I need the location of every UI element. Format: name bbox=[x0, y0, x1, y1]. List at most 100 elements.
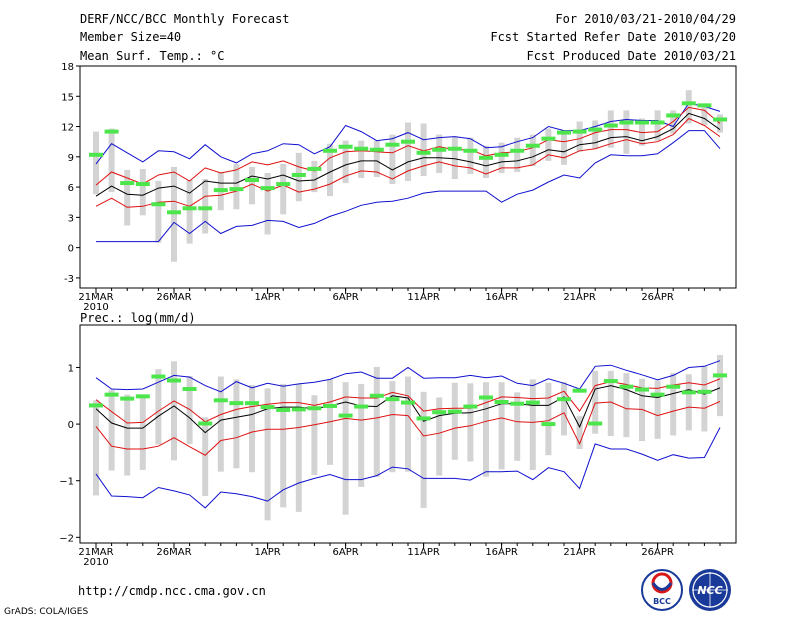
temp-marker bbox=[510, 148, 525, 153]
temp-spread-box bbox=[389, 134, 396, 185]
temp-spread-box bbox=[171, 166, 177, 262]
temp-marker bbox=[447, 146, 462, 151]
prec-spread-box bbox=[670, 373, 677, 436]
temp-y-tick-label: -3 bbox=[64, 274, 74, 285]
temp-x-tick-label: 1APR bbox=[255, 292, 281, 303]
temp-line-max bbox=[95, 102, 721, 165]
prec-spread-box bbox=[342, 382, 349, 515]
prec-spread-box bbox=[498, 382, 505, 470]
prec-marker bbox=[182, 386, 197, 391]
temp-spread-box bbox=[514, 137, 521, 172]
temp-x-year-label: 2010 bbox=[83, 302, 108, 313]
prec-x-tick-label: 26APR bbox=[641, 547, 674, 558]
prec-marker bbox=[323, 403, 337, 408]
temp-spread-box bbox=[249, 166, 255, 205]
prec-marker bbox=[369, 393, 384, 398]
source-url[interactable]: http://cmdp.ncc.cma.gov.cn bbox=[78, 584, 266, 598]
temp-y-tick-label: 12 bbox=[61, 123, 74, 134]
temp-marker bbox=[713, 117, 727, 122]
ncc-logo: NCC bbox=[689, 569, 731, 611]
temp-marker bbox=[401, 139, 415, 144]
temp-marker bbox=[323, 148, 337, 153]
prec-y-tick-label: 1 bbox=[68, 363, 74, 374]
prec-x-tick-label: 16APR bbox=[485, 547, 518, 558]
prec-marker bbox=[307, 406, 322, 411]
prec-spread-box bbox=[561, 382, 567, 436]
prec-spread-box bbox=[139, 394, 146, 470]
prec-marker bbox=[213, 398, 228, 403]
temp-spread-box bbox=[93, 131, 99, 195]
temp-marker bbox=[354, 146, 369, 151]
prec-spread-box bbox=[155, 369, 162, 445]
prec-spread-box bbox=[171, 361, 177, 461]
prec-marker bbox=[463, 404, 478, 409]
temp-y-tick-label: 3 bbox=[68, 213, 74, 224]
temp-spread-box bbox=[186, 180, 193, 244]
prec-marker bbox=[291, 407, 306, 412]
temp-marker bbox=[416, 150, 431, 155]
temp-y-tick-label: 9 bbox=[68, 153, 74, 164]
prec-spread-box bbox=[467, 383, 474, 462]
temp-y-tick-label: 6 bbox=[68, 183, 74, 194]
temp-x-tick-label: 21APR bbox=[563, 292, 596, 303]
prec-spread-box bbox=[529, 379, 536, 470]
member-size-label: Member Size=40 bbox=[80, 30, 181, 44]
prec-line-mean bbox=[95, 385, 721, 434]
prec-x-tick-label: 11APR bbox=[407, 547, 440, 558]
temp-x-tick-label: 11APR bbox=[407, 292, 440, 303]
prec-spread-box bbox=[451, 382, 458, 460]
prec-spread-box bbox=[420, 391, 427, 508]
temp-marker bbox=[681, 101, 696, 106]
prec-marker bbox=[338, 413, 353, 418]
prec-spread-box bbox=[373, 366, 380, 477]
prec-spread-box bbox=[436, 397, 443, 476]
grads-credit: GrADS: COLA/IGES bbox=[4, 607, 88, 617]
temp-marker bbox=[245, 178, 259, 183]
temp-spread-box bbox=[623, 110, 630, 154]
temp-spread-box bbox=[561, 130, 567, 165]
temp-spread-box bbox=[202, 179, 209, 234]
prec-marker bbox=[572, 388, 587, 393]
temp-marker bbox=[619, 120, 634, 125]
forecast-produced-date: Fcst Produced Date 2010/03/21 bbox=[526, 49, 736, 63]
chart-title: DERF/NCC/BCC Monthly Forecast bbox=[80, 12, 290, 26]
prec-marker bbox=[198, 421, 213, 426]
prec-spread-box bbox=[514, 392, 521, 461]
temp-marker bbox=[120, 181, 135, 186]
prec-marker bbox=[354, 404, 369, 409]
prec-spread-box bbox=[654, 380, 661, 439]
prec-x-tick-label: 26MAR bbox=[156, 547, 191, 558]
prec-marker bbox=[229, 401, 244, 406]
prec-marker bbox=[385, 397, 400, 402]
bcc-logo-text: BCC bbox=[653, 597, 671, 606]
prec-marker bbox=[650, 392, 665, 397]
temp-spread-box bbox=[685, 90, 692, 124]
temperature-panel: -3 0 3 6 9 12 15 18 21MAR 26MAR 1APR 6APR 11APR 16APR… bbox=[61, 62, 727, 313]
temp-x-tick-label: 21MAR bbox=[78, 292, 113, 303]
prec-spread-box bbox=[405, 376, 411, 472]
temp-x-tick-label: 6APR bbox=[333, 292, 359, 303]
precipitation-panel-label: Prec.: log(mm/d) bbox=[80, 311, 196, 325]
temp-marker bbox=[167, 210, 181, 215]
temp-marker bbox=[697, 103, 712, 108]
temp-x-tick-label: 26APR bbox=[641, 292, 674, 303]
prec-spread-box bbox=[93, 400, 99, 496]
temp-line-mean-plus bbox=[95, 106, 721, 186]
temp-marker bbox=[291, 172, 306, 177]
temp-marker bbox=[276, 182, 291, 187]
temp-marker bbox=[135, 182, 150, 187]
prec-marker bbox=[120, 396, 135, 401]
prec-marker bbox=[276, 407, 291, 412]
temp-spread-box bbox=[280, 163, 287, 215]
temp-spread-box bbox=[654, 110, 661, 141]
prec-marker bbox=[245, 401, 259, 406]
prec-spread-box bbox=[233, 379, 240, 469]
prec-marker bbox=[416, 416, 431, 421]
temp-spread-box bbox=[717, 114, 723, 133]
temp-marker bbox=[588, 127, 603, 132]
temp-line-mean bbox=[95, 112, 721, 197]
prec-marker bbox=[151, 374, 166, 379]
temp-marker bbox=[229, 187, 244, 192]
prec-y-tick-label: −1 bbox=[59, 477, 74, 488]
